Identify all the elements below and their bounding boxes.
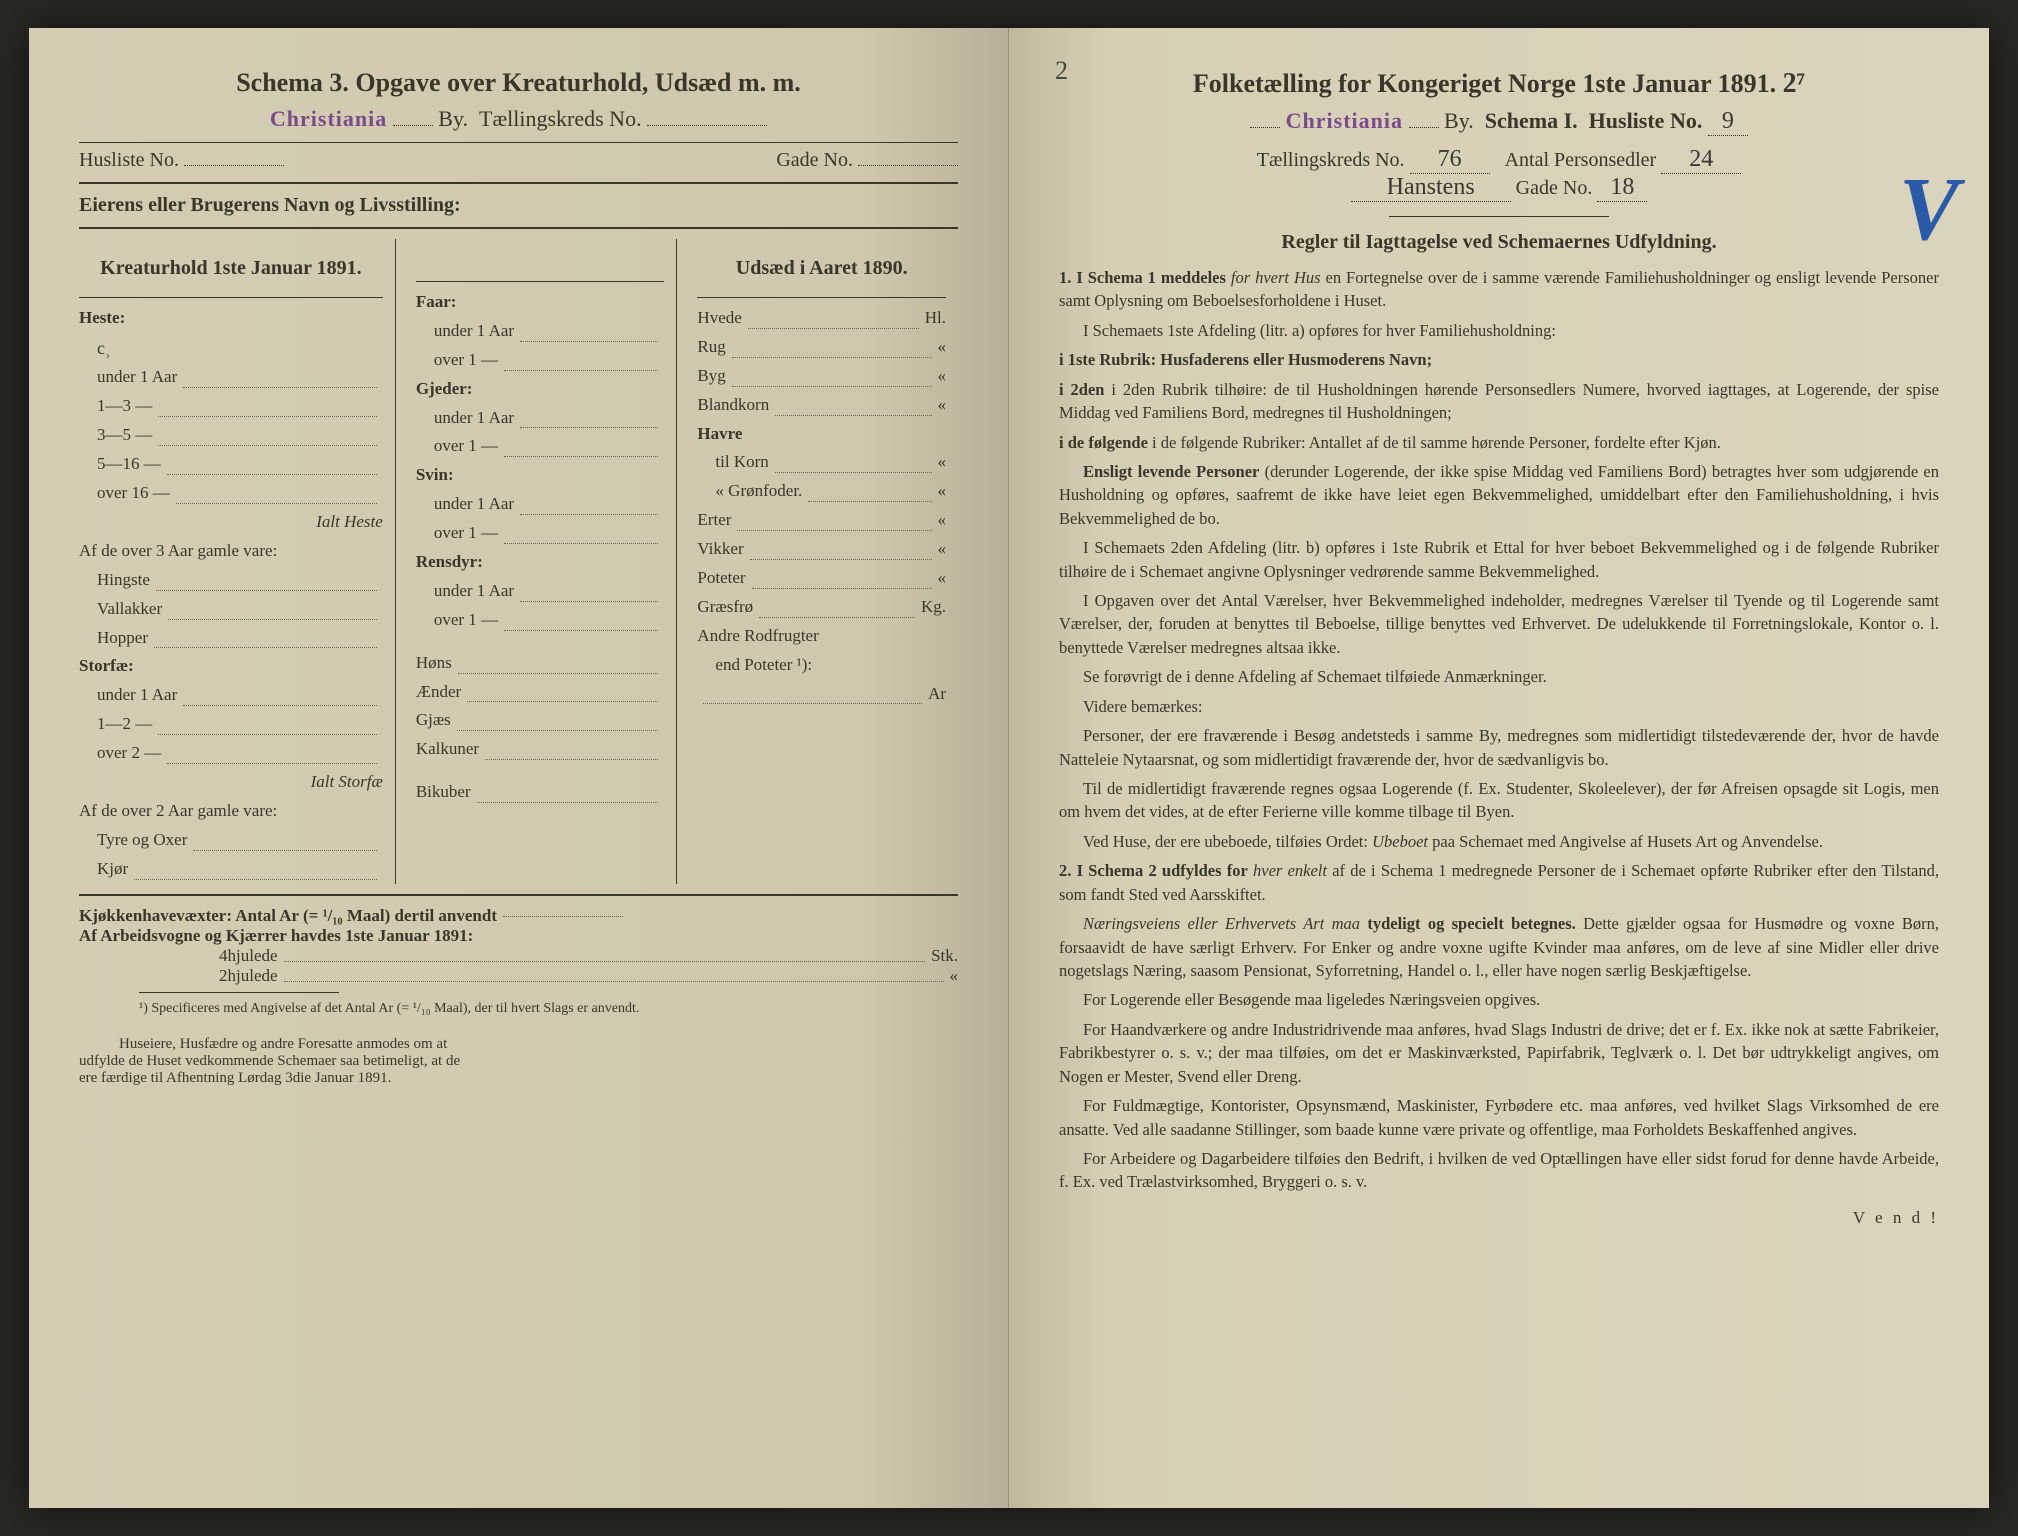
- ialt-heste: Ialt Heste: [79, 508, 383, 537]
- list-item: Kjør: [79, 855, 383, 884]
- title-suffix: 2⁷: [1783, 68, 1805, 99]
- left-page: Schema 3. Opgave over Kreaturhold, Udsæd…: [29, 28, 1009, 1508]
- right-subhead: Christiania By. Schema I. Husliste No. 9: [1059, 108, 1939, 136]
- faar-head: Faar:: [416, 288, 665, 317]
- over2-head: Af de over 2 Aar gamle vare:: [79, 797, 383, 826]
- tk-row: Tællingskreds No. 76 Antal Personsedler …: [1059, 146, 1939, 174]
- list-item: under 1 Aar: [416, 490, 665, 519]
- list-item: over 1 —: [416, 432, 665, 461]
- list-item: over 1 —: [416, 519, 665, 548]
- list-item: Gjæs: [416, 706, 665, 735]
- arbeid-line: Af Arbeidsvogne og Kjærrer havdes 1ste J…: [79, 926, 958, 946]
- list-item: under 1 Aar: [79, 363, 383, 392]
- list-item: « Grønfoder.«: [697, 477, 946, 506]
- list-item: Vallakker: [79, 595, 383, 624]
- by-label: By.: [438, 106, 468, 131]
- left-title: Schema 3. Opgave over Kreaturhold, Udsæd…: [79, 68, 958, 98]
- list-item: Rug«: [697, 333, 946, 362]
- ialt-storfae: Ialt Storfæ: [79, 768, 383, 797]
- rules-body: 1. I Schema 1 meddeles for hvert Hus en …: [1059, 266, 1939, 1194]
- svin-head: Svin:: [416, 461, 665, 490]
- list-item: Ænder: [416, 678, 665, 707]
- bottom-note: Huseiere, Husfædre og andre Foresatte an…: [79, 1036, 958, 1087]
- vend: V e n d !: [1059, 1208, 1939, 1228]
- city-stamp: Christiania: [270, 106, 387, 131]
- col1-title: Kreaturhold 1ste Januar 1891.: [79, 251, 383, 285]
- husliste-row: Husliste No. Gade No.: [79, 149, 958, 172]
- gade-label: Gade No.: [776, 149, 853, 171]
- list-item: til Korn«: [697, 448, 946, 477]
- list-item: Vikker«: [697, 535, 946, 564]
- list-item: over 1 —: [416, 346, 665, 375]
- list-item: 3—5 —: [79, 421, 383, 450]
- heste-head: Heste:: [79, 304, 383, 333]
- list-item: under 1 Aar: [416, 577, 665, 606]
- list-item: HvedeHl.: [697, 304, 946, 333]
- list-item: Poteter«: [697, 564, 946, 593]
- right-page: 2 Folketælling for Kongeriget Norge 1ste…: [1009, 28, 1989, 1508]
- hjul2-line: 2hjulede«: [79, 966, 958, 986]
- list-item: over 1 —: [416, 606, 665, 635]
- kjokken-line: Kjøkkenhavevæxter: Antal Ar (= ¹/₁₀ Maal…: [79, 906, 958, 926]
- hand-mark: 2: [1055, 56, 1068, 86]
- gade-row: Hanstens Gade No. 18: [1059, 174, 1939, 202]
- list-item: Tyre og Oxer: [79, 826, 383, 855]
- tk-val: 76: [1410, 146, 1490, 174]
- gade-hand: Hanstens: [1351, 174, 1511, 202]
- regler-title: Regler til Iagttagelse ved Schemaernes U…: [1059, 231, 1939, 254]
- list-item: under 1 Aar: [416, 404, 665, 433]
- list-item: over 2 —: [79, 739, 383, 768]
- col3-title: Udsæd i Aaret 1890.: [697, 251, 946, 285]
- kreatur-columns: Kreaturhold 1ste Januar 1891. Heste: c⸒ …: [79, 239, 958, 884]
- gjeder-head: Gjeder:: [416, 375, 665, 404]
- list-item: 1—2 —: [79, 710, 383, 739]
- list-item: Blandkorn«: [697, 391, 946, 420]
- left-subhead: Christiania By. Tællingskreds No.: [79, 106, 958, 132]
- list-item: Hingste: [79, 566, 383, 595]
- list-item: Kalkuner: [416, 735, 665, 764]
- heste-mark: c⸒: [79, 333, 383, 364]
- list-item: GræsfrøKg.: [697, 593, 946, 622]
- over3-head: Af de over 3 Aar gamle vare:: [79, 537, 383, 566]
- list-item: over 16 —: [79, 479, 383, 508]
- husliste-label: Husliste No.: [79, 149, 179, 171]
- right-title: Folketælling for Kongeriget Norge 1ste J…: [1059, 68, 1939, 100]
- list-item: Hopper: [79, 624, 383, 653]
- blue-check: V: [1899, 158, 1959, 261]
- antal-val: 24: [1661, 146, 1741, 174]
- list-item: Byg«: [697, 362, 946, 391]
- storfae-head: Storfæ:: [79, 652, 383, 681]
- rensdyr-head: Rensdyr:: [416, 548, 665, 577]
- tk-label: Tællingskreds No.: [479, 106, 642, 131]
- footnote: ¹) Specificeres med Angivelse af det Ant…: [79, 999, 958, 1019]
- husliste-val: 9: [1708, 108, 1748, 136]
- city-stamp: Christiania: [1286, 108, 1403, 133]
- list-item: 1—3 —: [79, 392, 383, 421]
- rodfr-head: Andre Rodfrugter: [697, 622, 946, 651]
- list-item: under 1 Aar: [79, 681, 383, 710]
- list-item: Bikuber: [416, 778, 665, 807]
- hjul4-line: 4hjuledeStk.: [79, 946, 958, 966]
- owner-label: Eierens eller Brugerens Navn og Livsstil…: [79, 194, 958, 217]
- list-item: Erter«: [697, 506, 946, 535]
- list-item: Høns: [416, 649, 665, 678]
- list-item: end Poteter ¹):: [697, 651, 946, 680]
- ar-line: Ar: [697, 680, 946, 709]
- gade-val: 18: [1597, 174, 1647, 202]
- list-item: under 1 Aar: [416, 317, 665, 346]
- havre-head: Havre: [697, 420, 946, 449]
- list-item: 5—16 —: [79, 450, 383, 479]
